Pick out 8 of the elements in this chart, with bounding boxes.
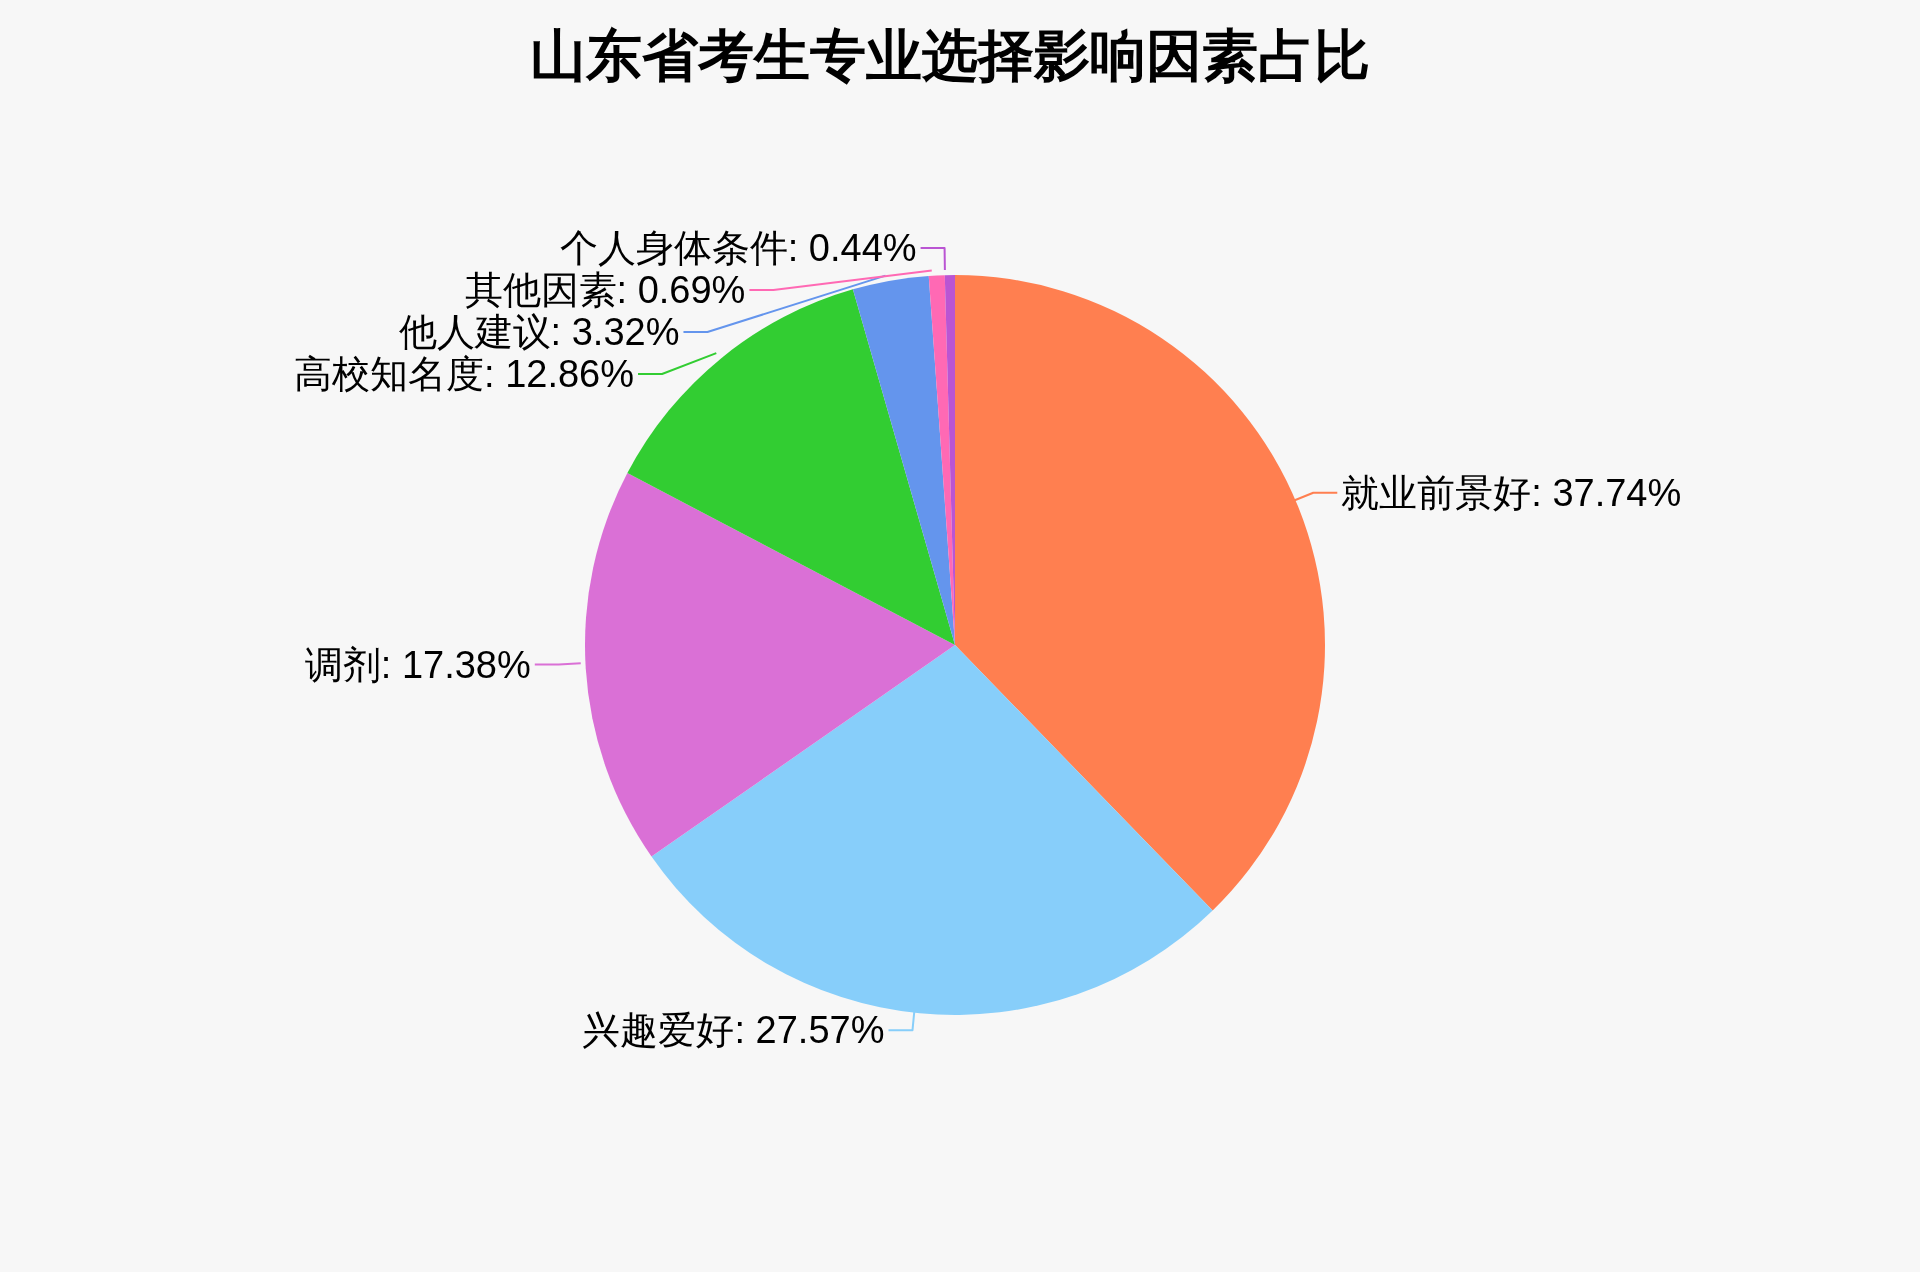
chart-title: 山东省考生专业选择影响因素占比 bbox=[529, 23, 1371, 89]
slice-label: 他人建议: 3.32% bbox=[398, 311, 680, 354]
slice-label: 高校知名度: 12.86% bbox=[294, 353, 635, 396]
slice-label: 兴趣爱好: 27.57% bbox=[582, 1009, 885, 1052]
slice-label: 就业前景好: 37.74% bbox=[1341, 471, 1682, 514]
slice-label: 调剂: 17.38% bbox=[304, 643, 531, 686]
slice-label: 个人身体条件: 0.44% bbox=[559, 227, 917, 270]
slice-label: 其他因素: 0.69% bbox=[464, 269, 746, 312]
